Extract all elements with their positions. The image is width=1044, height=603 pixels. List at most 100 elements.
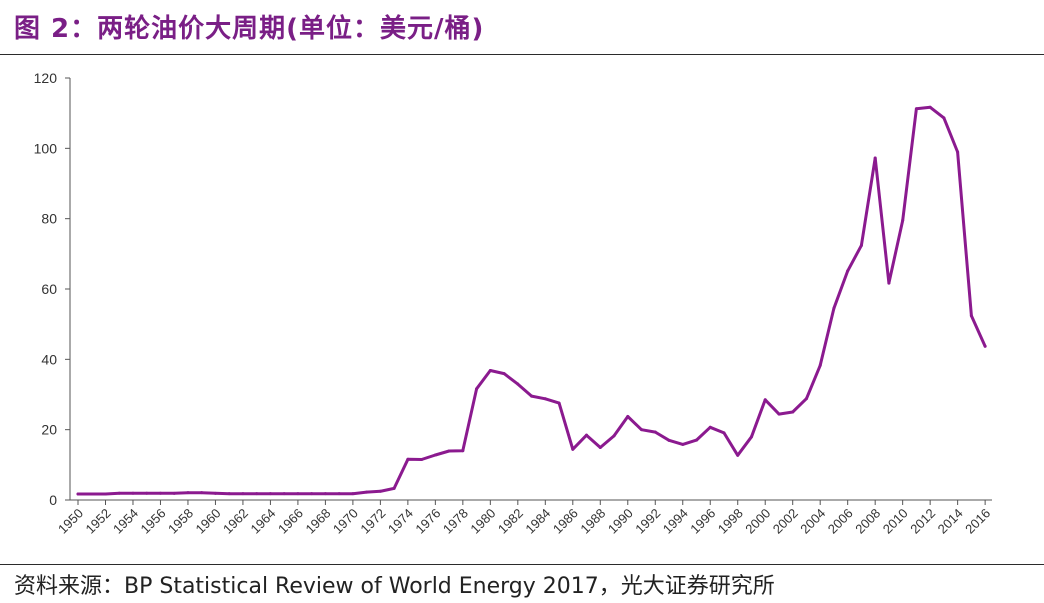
x-tick-label: 1982: [495, 506, 526, 537]
x-tick-label: 1954: [110, 506, 141, 537]
data-point: [475, 387, 479, 391]
data-point: [571, 447, 575, 451]
data-point: [392, 486, 396, 490]
x-tick-label: 2010: [880, 506, 911, 537]
data-point: [626, 415, 630, 419]
data-point: [117, 491, 121, 495]
data-point: [310, 492, 314, 496]
x-tick-label: 1974: [385, 506, 416, 537]
data-point: [859, 243, 863, 247]
data-point: [969, 314, 973, 318]
source-divider: [0, 564, 1044, 565]
data-point: [323, 492, 327, 496]
data-point: [873, 156, 877, 160]
data-point: [667, 438, 671, 442]
data-point: [131, 491, 135, 495]
data-point: [612, 434, 616, 438]
title-divider: [0, 54, 1044, 55]
data-point: [488, 368, 492, 372]
data-point: [502, 372, 506, 376]
data-point: [365, 490, 369, 494]
x-tick-label: 1968: [302, 506, 333, 537]
x-tick-label: 2016: [962, 506, 993, 537]
x-tick-label: 1980: [467, 506, 498, 537]
x-tick-label: 2002: [770, 506, 801, 537]
data-point: [585, 433, 589, 437]
y-tick-label: 100: [34, 140, 58, 156]
x-tick-label: 1984: [522, 506, 553, 537]
data-point: [887, 281, 891, 285]
x-tick-label: 1976: [412, 506, 443, 537]
x-tick-label: 1966: [275, 506, 306, 537]
data-point: [653, 430, 657, 434]
data-point: [749, 435, 753, 439]
x-axis: 1950195219541956195819601962196419661968…: [55, 499, 993, 537]
y-axis: 0 20 40 60 80 100 120: [34, 70, 71, 508]
data-point: [255, 492, 259, 496]
data-point: [530, 394, 534, 398]
data-point: [406, 457, 410, 461]
data-point: [777, 412, 781, 416]
x-tick-label: 2012: [907, 506, 938, 537]
x-tick-label: 2004: [797, 506, 828, 537]
data-point: [433, 453, 437, 457]
y-tick-label: 80: [41, 211, 57, 227]
data-point: [914, 107, 918, 111]
x-tick-label: 1978: [440, 506, 471, 537]
x-tick-label: 1958: [165, 506, 196, 537]
data-point: [337, 492, 341, 496]
x-tick-label: 1992: [632, 506, 663, 537]
data-point: [983, 344, 987, 348]
y-tick-label: 120: [34, 70, 58, 86]
series-group: [76, 105, 987, 496]
data-point: [956, 150, 960, 154]
y-tick-label: 20: [41, 422, 57, 438]
data-point: [227, 492, 231, 496]
data-point: [557, 401, 561, 405]
data-point: [172, 491, 176, 495]
data-point: [103, 492, 107, 496]
data-point: [942, 116, 946, 120]
data-point: [708, 425, 712, 429]
x-tick-label: 1994: [660, 506, 691, 537]
data-point: [158, 491, 162, 495]
data-point: [736, 453, 740, 457]
x-tick-label: 1964: [247, 506, 278, 537]
x-tick-label: 1996: [687, 506, 718, 537]
data-point: [351, 492, 355, 496]
x-tick-label: 2008: [852, 506, 883, 537]
x-tick-label: 1988: [577, 506, 608, 537]
data-point: [804, 397, 808, 401]
x-tick-label: 1998: [715, 506, 746, 537]
data-point: [296, 492, 300, 496]
data-point: [791, 410, 795, 414]
data-point: [598, 446, 602, 450]
data-point: [268, 492, 272, 496]
y-tick-label: 40: [41, 351, 57, 367]
data-point: [200, 491, 204, 495]
data-point: [694, 438, 698, 442]
figure-title: 图 2：两轮油价大周期(单位：美元/桶): [14, 14, 485, 44]
x-tick-label: 1962: [220, 506, 251, 537]
data-point: [461, 449, 465, 453]
data-point: [420, 457, 424, 461]
x-tick-label: 1956: [138, 506, 169, 537]
source-note: 资料来源：BP Statistical Review of World Ener…: [14, 574, 775, 599]
x-tick-label: 1970: [330, 506, 361, 537]
x-tick-label: 1952: [83, 506, 114, 537]
x-tick-label: 1986: [550, 506, 581, 537]
data-point: [846, 269, 850, 273]
x-tick-label: 1960: [193, 506, 224, 537]
data-point: [763, 398, 767, 402]
x-tick-label: 1990: [605, 506, 636, 537]
x-tick-label: 2006: [825, 506, 856, 537]
data-point: [90, 492, 94, 496]
x-tick-label: 1950: [55, 506, 86, 537]
x-tick-label: 1972: [357, 506, 388, 537]
data-point: [447, 449, 451, 453]
data-point: [818, 363, 822, 367]
y-tick-label: 0: [49, 492, 57, 508]
data-point: [378, 489, 382, 493]
data-point: [722, 431, 726, 435]
x-tick-label: 2000: [742, 506, 773, 537]
